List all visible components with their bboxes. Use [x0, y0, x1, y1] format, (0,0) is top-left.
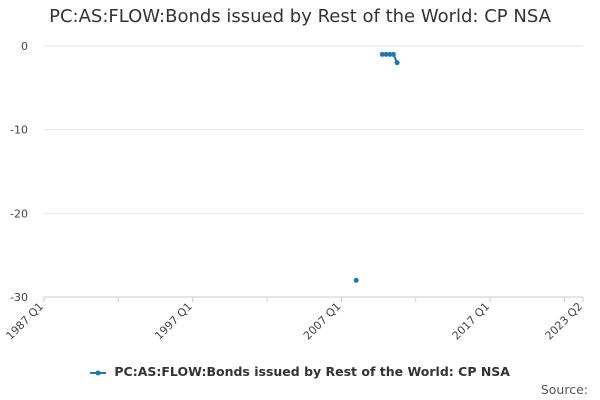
x-tick-label: 1987 Q1 — [4, 300, 47, 343]
y-tick-label: -10 — [10, 124, 28, 137]
source-label: Source: — [540, 382, 588, 397]
y-tick-label: -30 — [10, 291, 28, 304]
legend-line-marker-icon — [90, 370, 107, 375]
data-point — [394, 60, 400, 66]
data-point — [379, 51, 385, 57]
chart-legend[interactable]: PC:AS:FLOW:Bonds issued by Rest of the W… — [0, 364, 600, 379]
data-point — [387, 51, 393, 57]
y-tick-label: -20 — [10, 207, 28, 220]
chart-title: PC:AS:FLOW:Bonds issued by Rest of the W… — [49, 6, 551, 27]
data-point — [390, 51, 396, 57]
x-tick-label: 2023 Q2 — [543, 300, 586, 343]
data-point — [383, 51, 389, 57]
x-tick-label: 2007 Q1 — [301, 300, 344, 343]
y-tick-label: 0 — [21, 40, 28, 53]
x-tick-label: 1997 Q1 — [152, 300, 195, 343]
data-point — [353, 277, 359, 283]
legend-series-label: PC:AS:FLOW:Bonds issued by Rest of the W… — [114, 364, 510, 379]
x-tick-label: 2017 Q1 — [450, 300, 493, 343]
